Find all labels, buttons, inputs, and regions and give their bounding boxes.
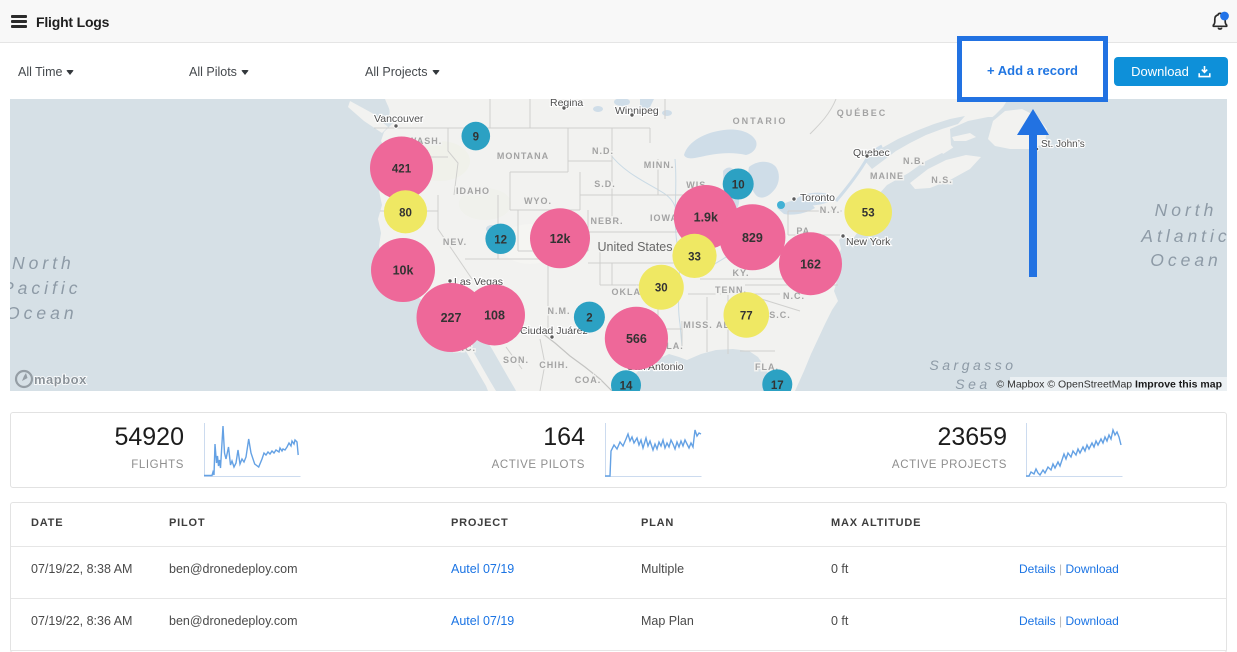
svg-text:MINN.: MINN. [644,160,675,170]
svg-text:NEV.: NEV. [443,237,467,247]
svg-text:IDAHO: IDAHO [456,186,490,196]
svg-text:N.Y.: N.Y. [820,205,841,215]
svg-text:S.C.: S.C. [769,310,791,320]
svg-text:IOWA: IOWA [650,213,678,223]
svg-text:Ocean: Ocean [1150,250,1222,270]
svg-text:Winnipeg: Winnipeg [615,105,659,117]
svg-text:77: 77 [740,310,753,322]
svg-text:Regina: Regina [550,99,583,109]
svg-text:SON.: SON. [503,355,529,365]
svg-text:N.D.: N.D. [592,146,614,156]
svg-text:United States: United States [597,240,672,254]
svg-text:N.B.: N.B. [903,156,925,166]
svg-text:108: 108 [484,309,505,323]
svg-text:MISS.: MISS. [683,320,713,330]
svg-text:LA.: LA. [666,341,684,351]
svg-text:COA.: COA. [575,375,602,385]
svg-text:227: 227 [441,311,462,325]
svg-text:Toronto: Toronto [800,192,835,204]
svg-text:162: 162 [800,257,821,271]
svg-text:WYO.: WYO. [524,196,552,206]
svg-text:17: 17 [771,380,784,391]
svg-text:ONTARIO: ONTARIO [733,116,788,126]
svg-text:566: 566 [626,332,647,346]
svg-text:KY.: KY. [732,268,749,278]
svg-text:N.S.: N.S. [931,175,953,185]
svg-text:MONTANA: MONTANA [497,151,549,161]
svg-text:421: 421 [392,164,412,176]
svg-text:14: 14 [620,381,633,391]
svg-text:Sea: Sea [955,376,990,391]
svg-text:S.D.: S.D. [594,179,616,189]
svg-text:9: 9 [473,132,479,144]
svg-text:12k: 12k [550,232,571,246]
svg-text:10k: 10k [393,264,414,278]
svg-text:53: 53 [862,208,875,220]
svg-text:Pacific: Pacific [10,278,82,298]
svg-text:MAINE: MAINE [870,171,904,181]
svg-text:80: 80 [399,207,412,219]
svg-text:OKLA.: OKLA. [612,287,645,297]
svg-text:Atlantic: Atlantic [1140,226,1227,246]
svg-text:Vancouver: Vancouver [374,113,424,125]
svg-text:N.M.: N.M. [548,306,571,316]
svg-text:Quebec: Quebec [853,147,890,159]
svg-text:829: 829 [742,231,763,245]
svg-text:33: 33 [688,251,701,263]
svg-text:North: North [12,253,75,273]
svg-text:New York: New York [846,236,891,248]
svg-text:Sargasso: Sargasso [929,357,1016,373]
svg-text:1.9k: 1.9k [694,211,718,225]
svg-text:North: North [1155,200,1218,220]
svg-text:QUÉBEC: QUÉBEC [837,108,888,118]
svg-text:St. John’s: St. John’s [1041,139,1085,150]
svg-text:Ciudad Juárez: Ciudad Juárez [520,325,588,337]
svg-text:mapbox: mapbox [34,372,87,387]
svg-text:30: 30 [655,283,668,295]
svg-text:© Mapbox © OpenStreetMap Impro: © Mapbox © OpenStreetMap Improve this ma… [996,379,1222,391]
svg-text:TENN.: TENN. [715,285,747,295]
svg-text:CHIH.: CHIH. [539,360,569,370]
svg-text:NEBR.: NEBR. [590,216,623,226]
svg-text:10: 10 [732,180,745,192]
svg-text:2: 2 [586,313,592,325]
svg-text:12: 12 [494,234,507,246]
svg-text:Ocean: Ocean [10,303,78,323]
